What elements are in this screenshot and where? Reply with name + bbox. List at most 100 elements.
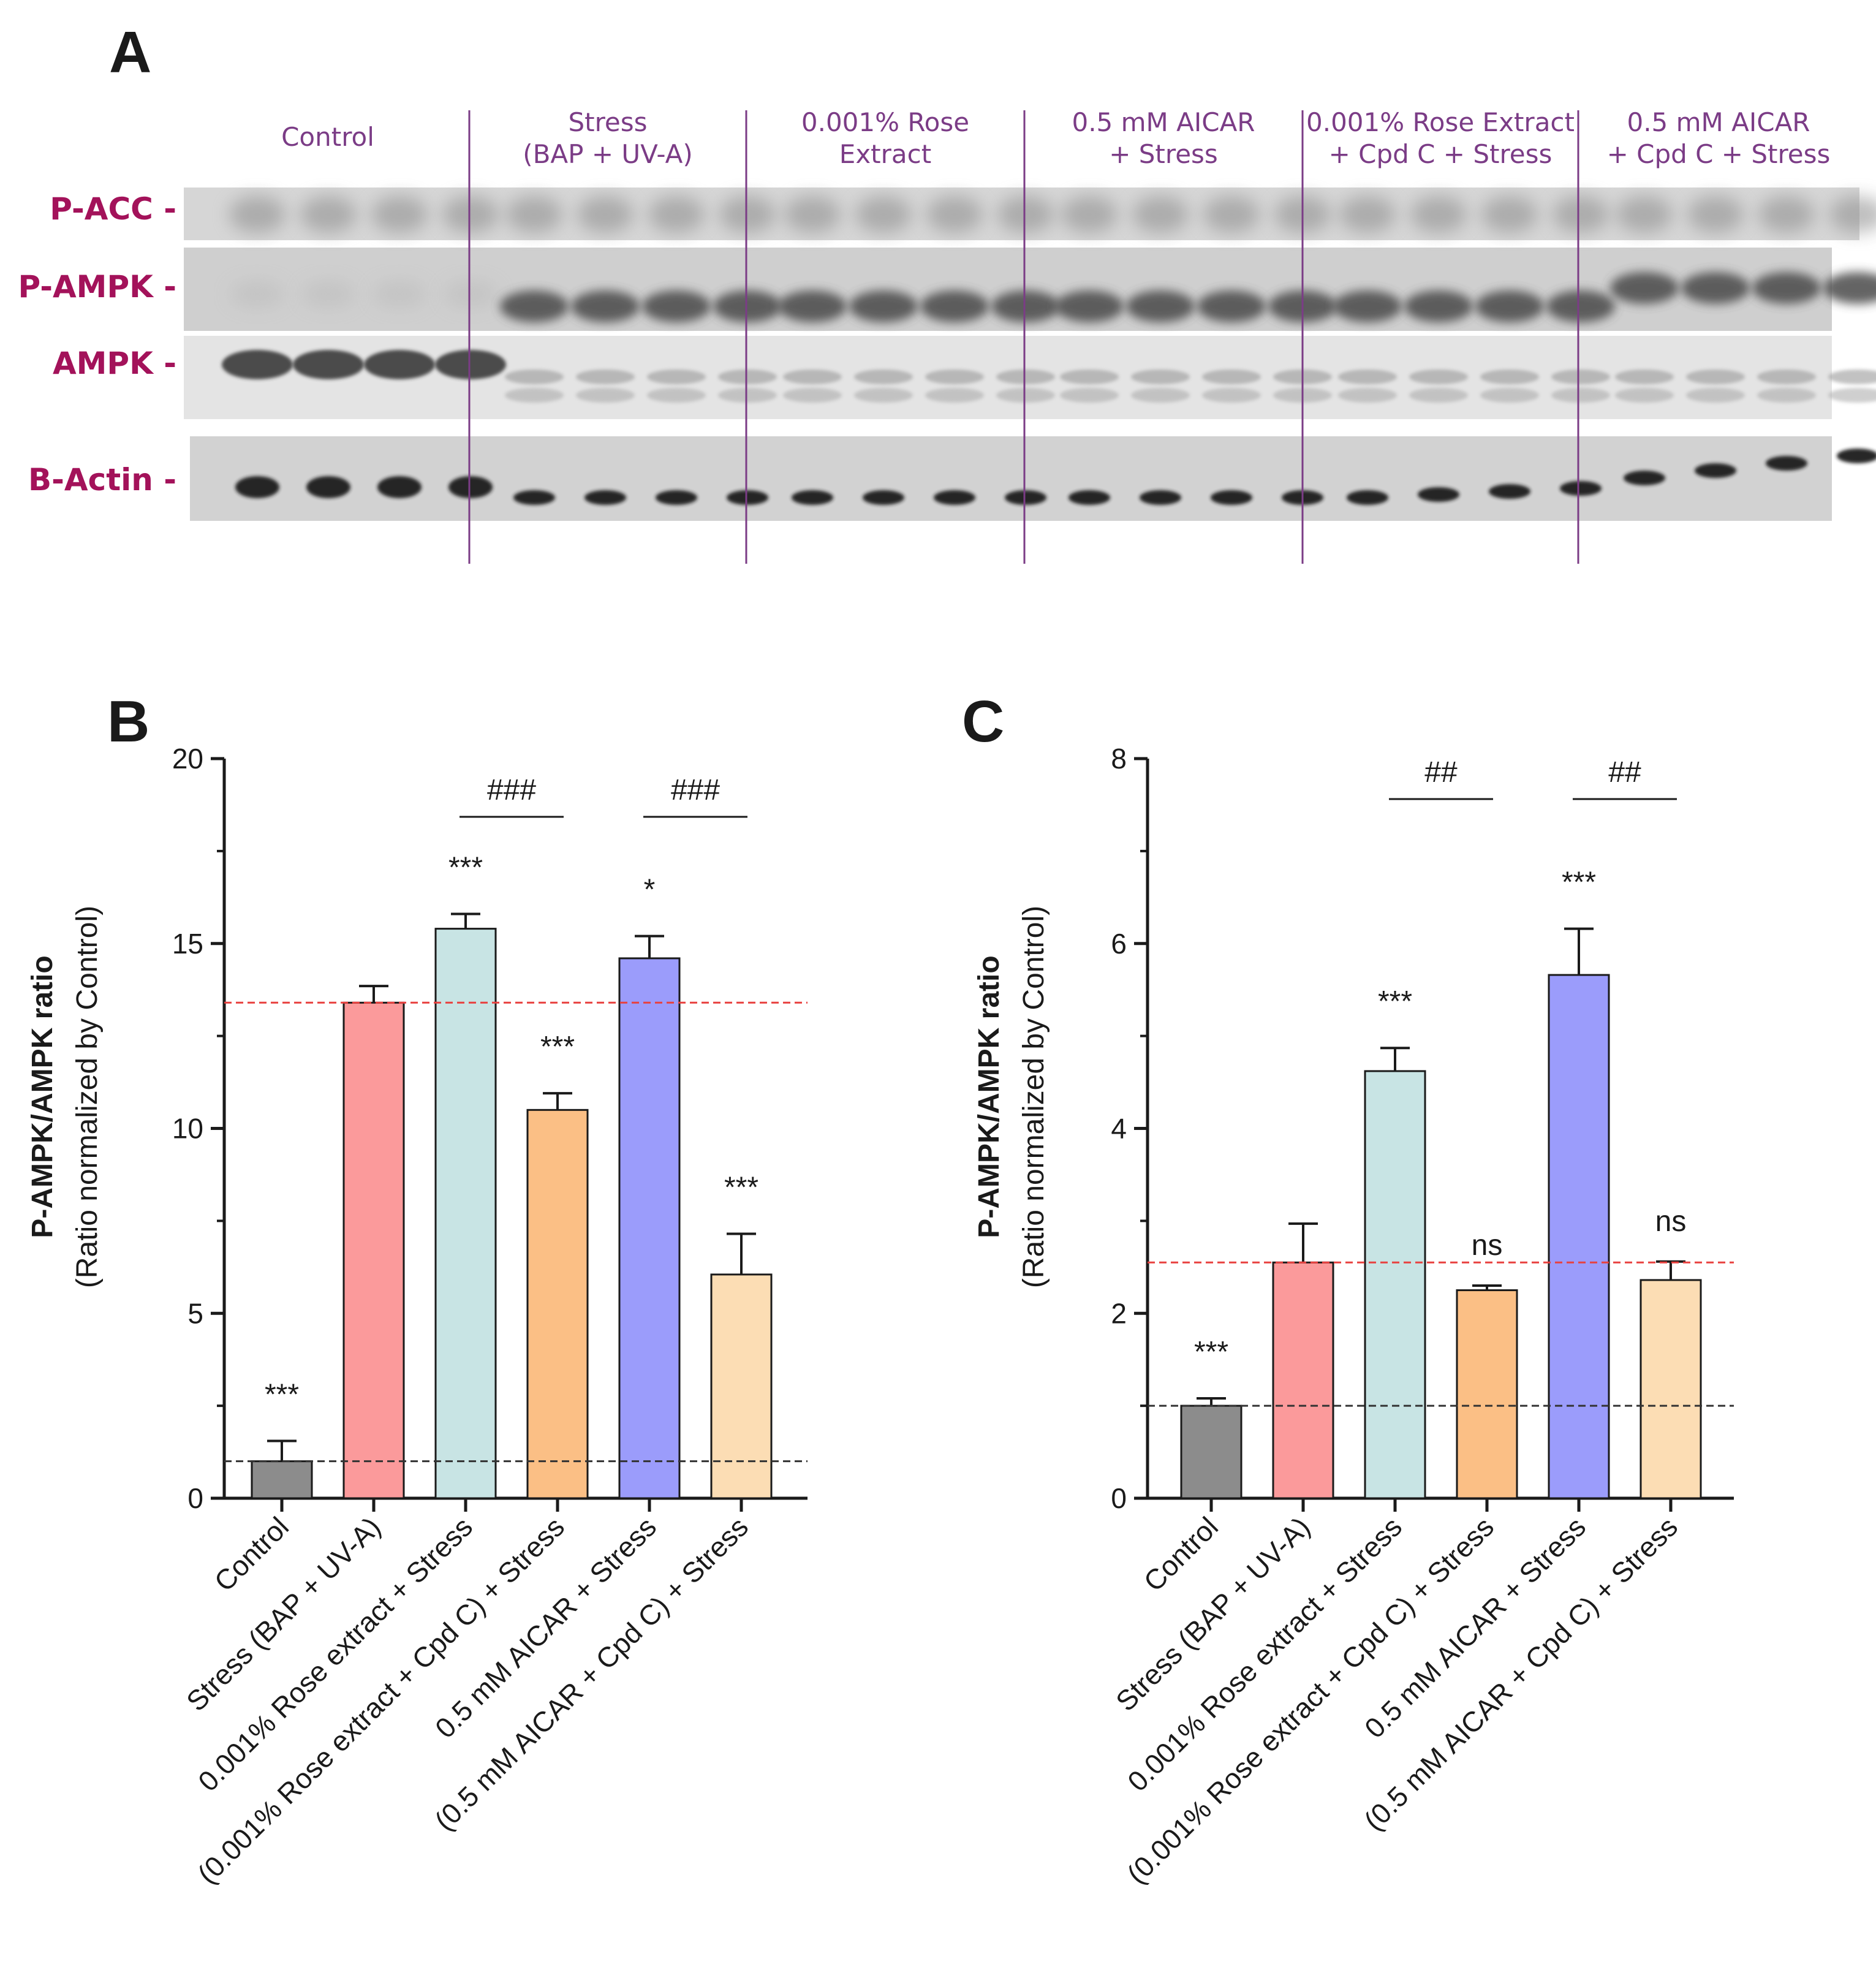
y-axis-label-c: P-AMPK/AMPK ratio [973,955,1005,1238]
group-label-4-line-1: + Cpd C + Stress [1329,139,1553,169]
significance-marker: *** [1562,866,1596,899]
bar-control [1180,1404,1242,1499]
band-b-actin [792,490,833,505]
band-p-acc [648,196,705,233]
group-separators [468,110,1579,564]
group-label-1-line-1: (BAP + UV-A) [523,139,693,169]
band-ampk-lower [1551,388,1610,403]
y-tick-label: 6 [1111,928,1127,960]
band-ampk-lower [854,388,913,403]
band-b-actin [1560,481,1602,496]
y-axis-sublabel-b: (Ratio normalized by Control) [71,906,104,1288]
band-p-ampk [778,290,847,322]
group-label-3-line-0: 0.5 mM AICAR [1072,107,1255,137]
category-label: Control [208,1510,295,1598]
band-p-ampk [920,290,989,322]
band-b-actin [513,490,555,505]
group-label-1-line-0: Stress [568,107,647,137]
band-p-ampk [713,290,782,322]
band-p-acc [300,196,357,233]
blot-label-ampk: AMPK - [53,346,176,381]
band-p-ampk [1610,272,1679,304]
band-ampk-lower [783,388,842,403]
band-ampk [925,370,984,384]
band-ampk [1202,370,1261,384]
band-ampk-lower [1757,388,1816,403]
band-b-actin [1489,484,1530,499]
band-b-actin [1624,471,1665,485]
band-p-acc [1481,196,1538,233]
band-ampk [1686,370,1745,384]
band-p-acc [926,196,983,233]
bar-rose_cpd [526,1109,589,1499]
band-p-ampk [991,290,1060,322]
band-p-acc [1553,196,1609,233]
band-p-acc [1061,196,1118,233]
y-tick-label: 4 [1111,1113,1127,1145]
band-ampk [1131,370,1190,384]
band-b-actin [1068,490,1110,505]
band-p-ampk [642,290,711,322]
significance-marker: *** [265,1378,299,1411]
band-b-actin [1418,487,1459,502]
treatment-group-labels: Control Stress(BAP + UV-A) 0.001% RoseExtr… [281,107,1830,169]
band-ampk [1060,370,1119,384]
band-b-actin [1347,490,1388,505]
band-b-actin [1695,463,1736,478]
significance-marker: *** [1378,985,1412,1018]
band-ampk-lower [996,388,1055,403]
band-b-actin [727,490,768,505]
band-p-ampk [500,290,569,322]
band-p-acc [1758,196,1815,233]
western-blot-panel: A Control Stress(BAP + UV-A) 0.001% RoseEx… [18,20,1876,564]
bar-aicar_cpd [1640,1279,1702,1499]
band-ampk-lower [647,388,706,403]
band-ampk-lower [1060,388,1119,403]
y-tick-label: 0 [187,1482,203,1514]
bar-aicar [1548,974,1610,1499]
significance-marker: ns [1655,1205,1687,1238]
band-p-ampk [1752,272,1821,304]
band-ampk [1757,370,1816,384]
group-label-2-line-0: 0.001% Rose [801,107,969,137]
blot-bands [222,196,1876,505]
band-ampk [364,350,435,379]
band-p-ampk [1681,272,1750,304]
band-ampk [293,350,364,379]
group-label-4-line-0: 0.001% Rose Extract [1306,107,1575,137]
band-ampk-lower [718,388,777,403]
band-p-ampk [571,290,640,322]
bar-chart-panel-c: C P-AMPK/AMPK ratio (Ratio normalized by… [962,689,1734,1890]
band-b-actin [863,490,904,505]
group-label-5-line-0: 0.5 mM AICAR [1627,107,1810,137]
band-ampk [435,350,506,379]
y-tick-label: 0 [1111,1482,1127,1514]
band-ampk-lower [1338,388,1397,403]
y-tick-label: 2 [1111,1297,1127,1329]
band-ampk-lower [505,388,564,403]
band-b-actin [934,490,975,505]
category-label: Control [1137,1510,1224,1598]
band-p-acc [442,196,499,233]
y-tick-label: 10 [172,1113,203,1145]
band-ampk-lower [1686,388,1745,403]
band-b-actin [1766,456,1807,471]
band-p-ampk [1475,290,1544,322]
significance-marker: *** [1194,1336,1228,1368]
comparison-label: ### [671,774,720,806]
group-label-2-line-1: Extract [839,139,931,169]
band-p-acc [1410,196,1467,233]
significance-marker: *** [448,851,483,884]
band-ampk [222,350,293,379]
band-ampk [996,370,1055,384]
bar-rose_cpd [1456,1289,1518,1499]
group-label-0-line-0: Control [281,122,374,152]
band-ampk-lower [1202,388,1261,403]
band-p-ampk [230,281,284,308]
band-p-acc [371,196,428,233]
bar-aicar [618,957,681,1499]
band-p-acc [1687,196,1744,233]
band-b-actin [306,476,350,498]
band-ampk [783,370,842,384]
